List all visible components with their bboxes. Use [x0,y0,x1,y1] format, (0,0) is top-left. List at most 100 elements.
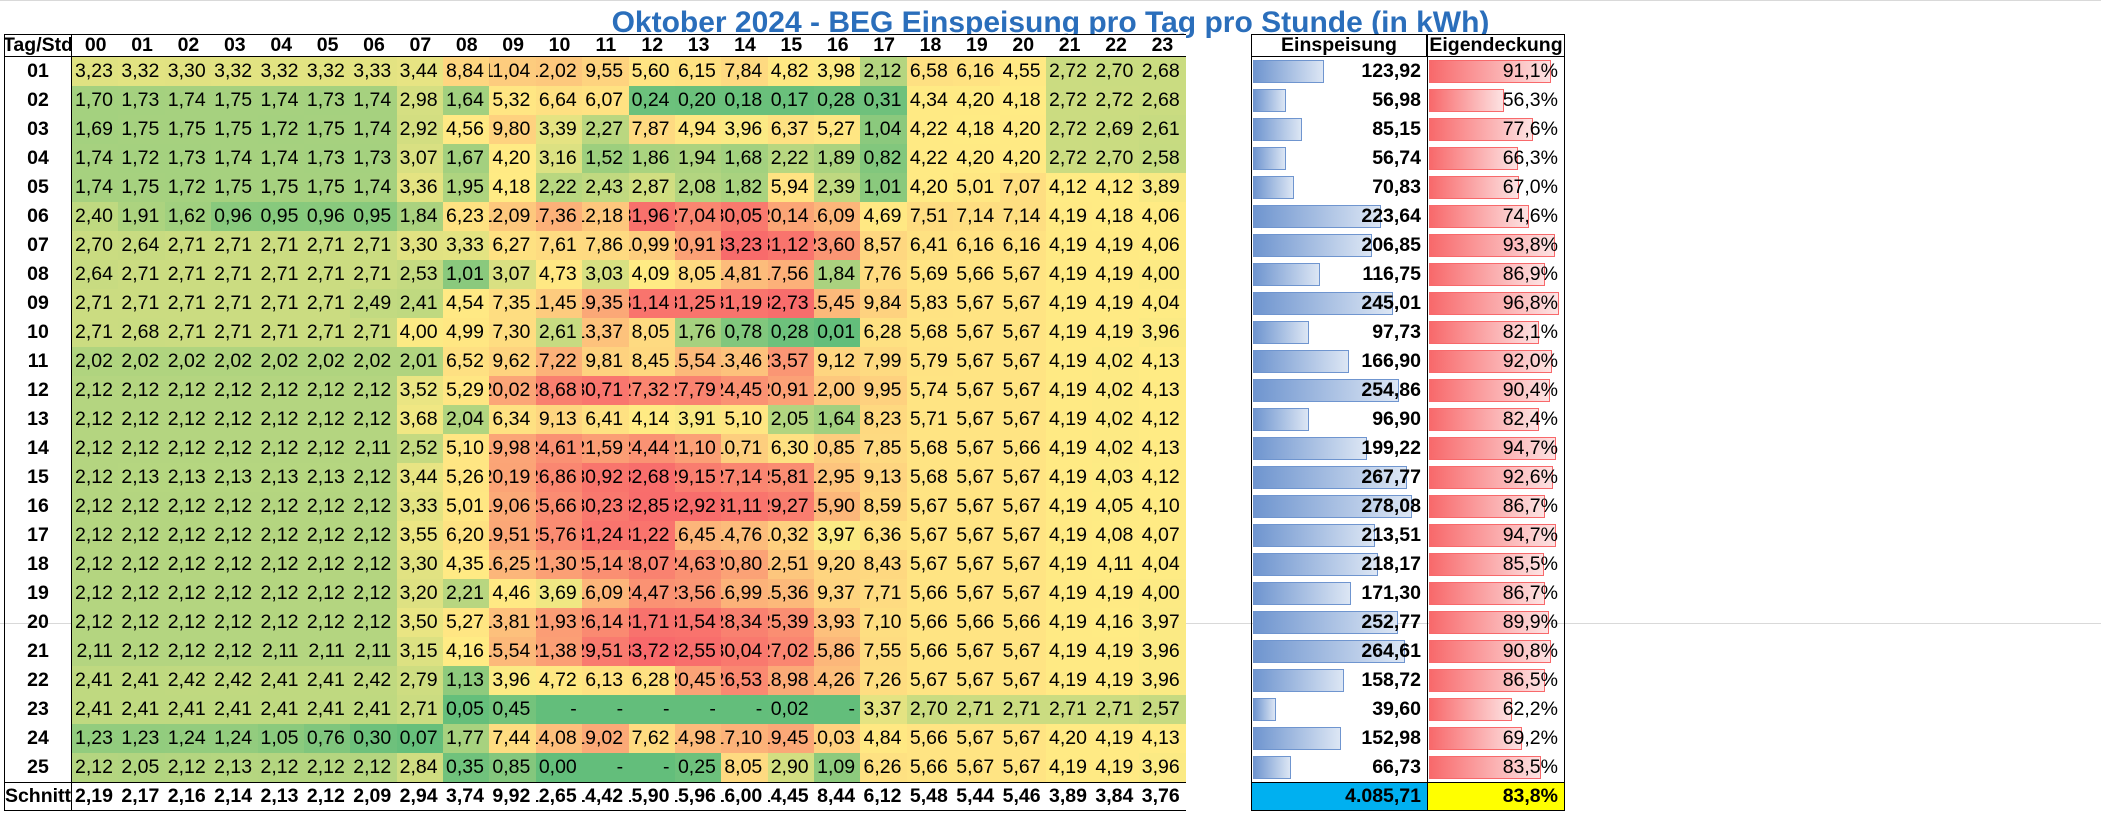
heatmap-cell: 24,63 [674,550,722,579]
heatmap-cell: 1,94 [674,144,722,173]
einspeisung-value: 218,17 [1251,550,1427,579]
einspeisung-value: 97,73 [1251,318,1427,347]
heatmap-cell: 2,71 [164,289,212,318]
heatmap-cell: 5,67 [999,260,1047,289]
heatmap-cell: 9,12 [814,347,862,376]
heatmap-cell: 2,12 [350,492,398,521]
heatmap-cell: 2,69 [1092,115,1140,144]
heatmap-cell: 2,49 [350,289,398,318]
header-hour: 17 [860,34,908,57]
heatmap-cell: 2,72 [1045,86,1093,115]
heatmap-cell: 4,13 [1138,376,1186,405]
heatmap-cell: 2,84 [396,753,444,782]
eigendeckung-value: 96,8% [1427,289,1565,318]
heatmap-cell: 2,12 [303,608,351,637]
heatmap-cell: 5,67 [953,463,1001,492]
heatmap-cell: 4,04 [1138,550,1186,579]
eigendeckung-value: 67,0% [1427,173,1565,202]
heatmap-cell: 9,13 [535,405,583,434]
header-hour: 09 [489,34,537,57]
heatmap-cell: 3,68 [396,405,444,434]
heatmap-cell: 4,19 [1092,318,1140,347]
heatmap-cell: 4,19 [1092,753,1140,782]
heatmap-cell: 2,71 [257,318,305,347]
header-hour: 12 [628,34,676,57]
heatmap-cell: 2,12 [164,434,212,463]
heatmap-cell: 6,34 [489,405,537,434]
einspeisung-bar [1253,379,1400,402]
heatmap-cell: 3,96 [1138,318,1186,347]
heatmap-cell: 2,71 [72,318,119,347]
heatmap-cell: 4,19 [1045,550,1093,579]
heatmap-cell: 5,94 [767,173,815,202]
heatmap-cell: 5,66 [953,260,1001,289]
heatmap-cell: 19,35 [582,289,630,318]
eigendeckung-bar [1429,669,1545,692]
heatmap-cell: 19,98 [489,434,537,463]
heatmap-cell: 9,62 [489,347,537,376]
heatmap-cell: 4,02 [1092,405,1140,434]
heatmap-cell: 3,32 [303,57,351,86]
heatmap-cell: 3,32 [211,57,259,86]
heatmap-cell: 2,22 [535,173,583,202]
heatmap-cell: 9,84 [860,289,908,318]
heatmap-cell: 12,95 [814,463,862,492]
heatmap-cell: 0,18 [721,86,769,115]
heatmap-cell: 0,17 [767,86,815,115]
heatmap-cell: 7,14 [999,202,1047,231]
eigendeckung-value: 86,5% [1427,666,1565,695]
heatmap-cell: 3,96 [1138,753,1186,782]
heatmap-cell: 13,46 [721,347,769,376]
heatmap-cell: 1,74 [72,173,119,202]
einspeisung-bar [1253,582,1352,605]
einspeisung-value: 213,51 [1251,521,1427,550]
heatmap-cell: 4,19 [1045,521,1093,550]
heatmap-cell: 7,84 [721,57,769,86]
eigendeckung-value: 86,7% [1427,492,1565,521]
heatmap-cell: 5,68 [906,463,954,492]
heatmap-cell: 4,19 [1045,579,1093,608]
heatmap-cell: 4,99 [443,318,490,347]
eigendeckung-bar [1429,698,1513,721]
heatmap-cell: 10,32 [767,521,815,550]
heatmap-cell: 7,87 [628,115,676,144]
heatmap-cell: 2,12 [164,521,212,550]
heatmap-cell: 2,71 [211,318,259,347]
heatmap-cell: 2,02 [257,347,305,376]
average-cell: 16,00 [721,782,769,811]
heatmap-cell: 2,12 [164,753,212,782]
heatmap-cell: 3,33 [396,492,444,521]
einspeisung-value: 158,72 [1251,666,1427,695]
heatmap-cell: 2,41 [164,695,212,724]
heatmap-cell: 2,12 [72,463,119,492]
heatmap-cell: 2,71 [303,318,351,347]
heatmap-cell: 2,90 [767,753,815,782]
heatmap-cell: 33,23 [721,231,769,260]
heatmap-cell: 1,09 [814,753,862,782]
heatmap-cell: 19,06 [489,492,537,521]
heatmap-cell: 4,20 [953,86,1001,115]
heatmap-cell: 1,64 [814,405,862,434]
heatmap-cell: 5,67 [953,666,1001,695]
eigendeckung-value: 82,4% [1427,405,1565,434]
heatmap-cell: 20,02 [489,376,537,405]
average-cell: 2,14 [211,782,259,811]
header-hour: 16 [814,34,862,57]
heatmap-cell: 5,66 [999,434,1047,463]
heatmap-cell: 29,27 [767,492,815,521]
heatmap-cell: 21,93 [535,608,583,637]
header-hour: 18 [906,34,955,57]
average-einspeisung: 4.085,71 [1251,782,1427,811]
heatmap-cell: 0,24 [628,86,676,115]
heatmap-cell: 2,71 [118,289,166,318]
eigendeckung-bar [1429,495,1546,518]
einspeisung-value: 264,61 [1251,637,1427,666]
heatmap-cell: 27,02 [767,637,815,666]
average-cell: 5,46 [999,782,1047,811]
heatmap-cell: 2,72 [1045,57,1093,86]
heatmap-cell: 2,12 [72,753,119,782]
heatmap-cell: 0,96 [211,202,259,231]
heatmap-cell: 4,19 [1092,666,1140,695]
heatmap-cell: 2,71 [999,695,1047,724]
heatmap-cell: 3,50 [396,608,444,637]
